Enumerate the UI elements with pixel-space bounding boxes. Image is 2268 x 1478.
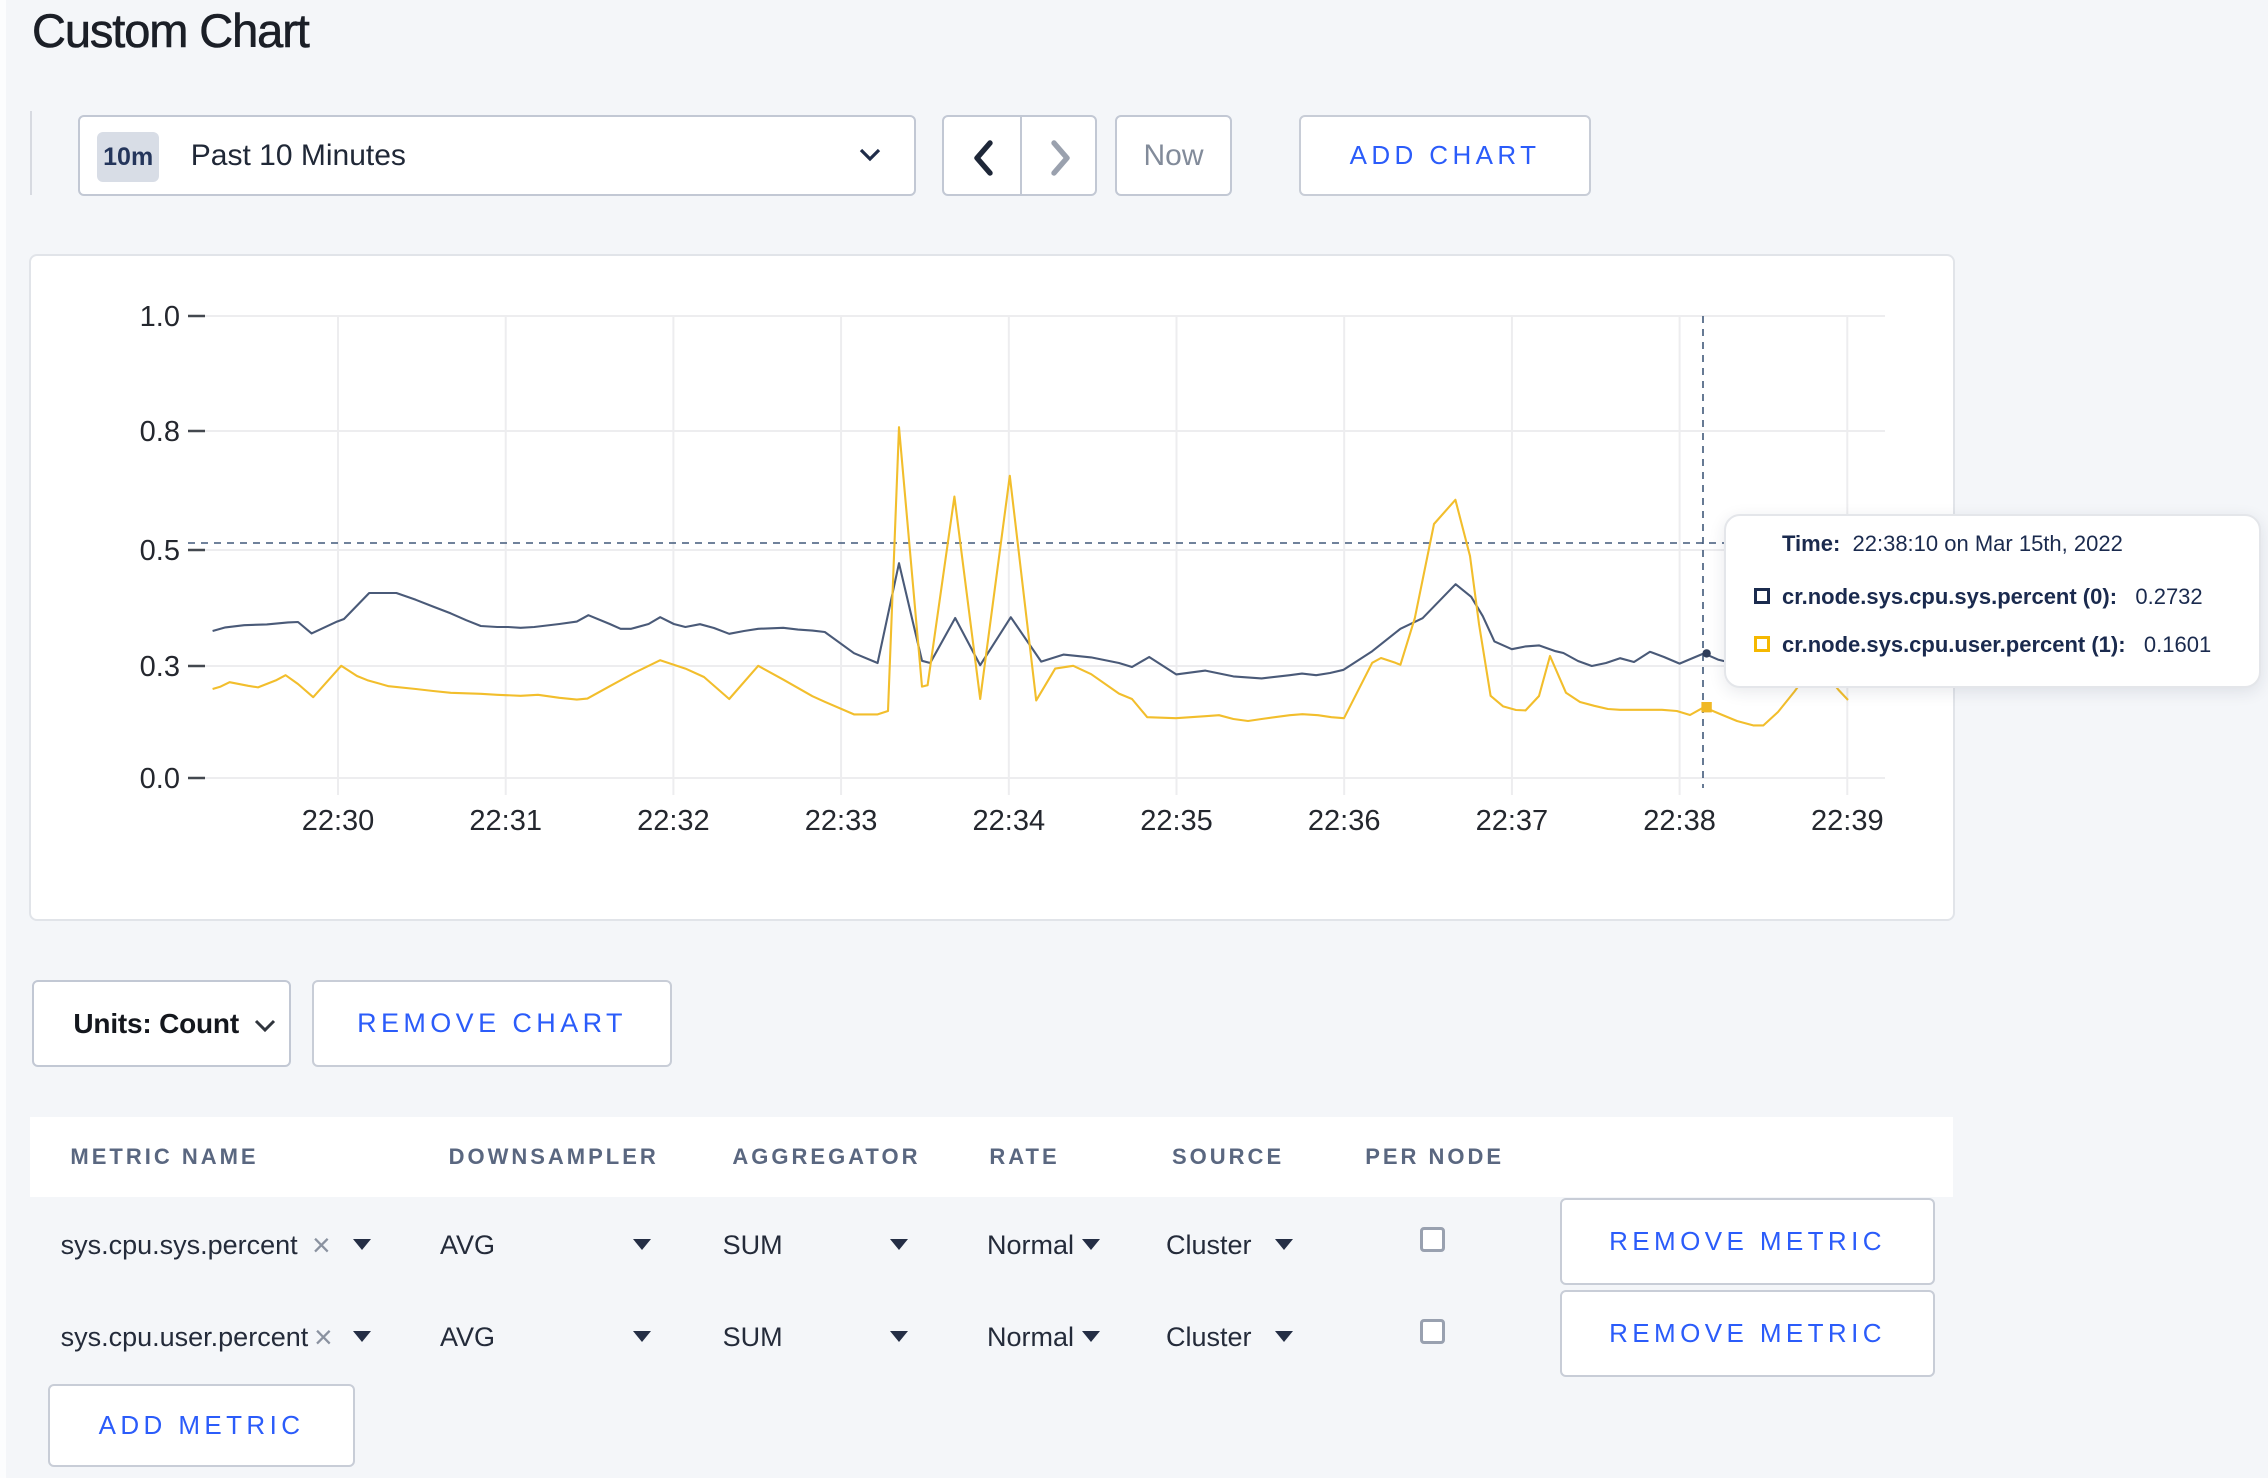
- svg-text:22:34: 22:34: [973, 805, 1046, 837]
- svg-text:0.3: 0.3: [140, 651, 180, 683]
- svg-text:22:30: 22:30: [302, 805, 375, 837]
- svg-text:22:33: 22:33: [805, 805, 878, 837]
- svg-text:0.8: 0.8: [140, 416, 180, 448]
- svg-text:0.0: 0.0: [140, 763, 180, 795]
- svg-text:22:37: 22:37: [1476, 805, 1549, 837]
- svg-text:22:35: 22:35: [1140, 805, 1213, 837]
- svg-text:22:39: 22:39: [1811, 805, 1884, 837]
- svg-text:22:31: 22:31: [469, 805, 542, 837]
- svg-text:1.0: 1.0: [140, 301, 180, 333]
- svg-text:0.5: 0.5: [140, 535, 180, 567]
- svg-text:22:36: 22:36: [1308, 805, 1381, 837]
- svg-text:22:38: 22:38: [1643, 805, 1716, 837]
- svg-text:22:32: 22:32: [637, 805, 710, 837]
